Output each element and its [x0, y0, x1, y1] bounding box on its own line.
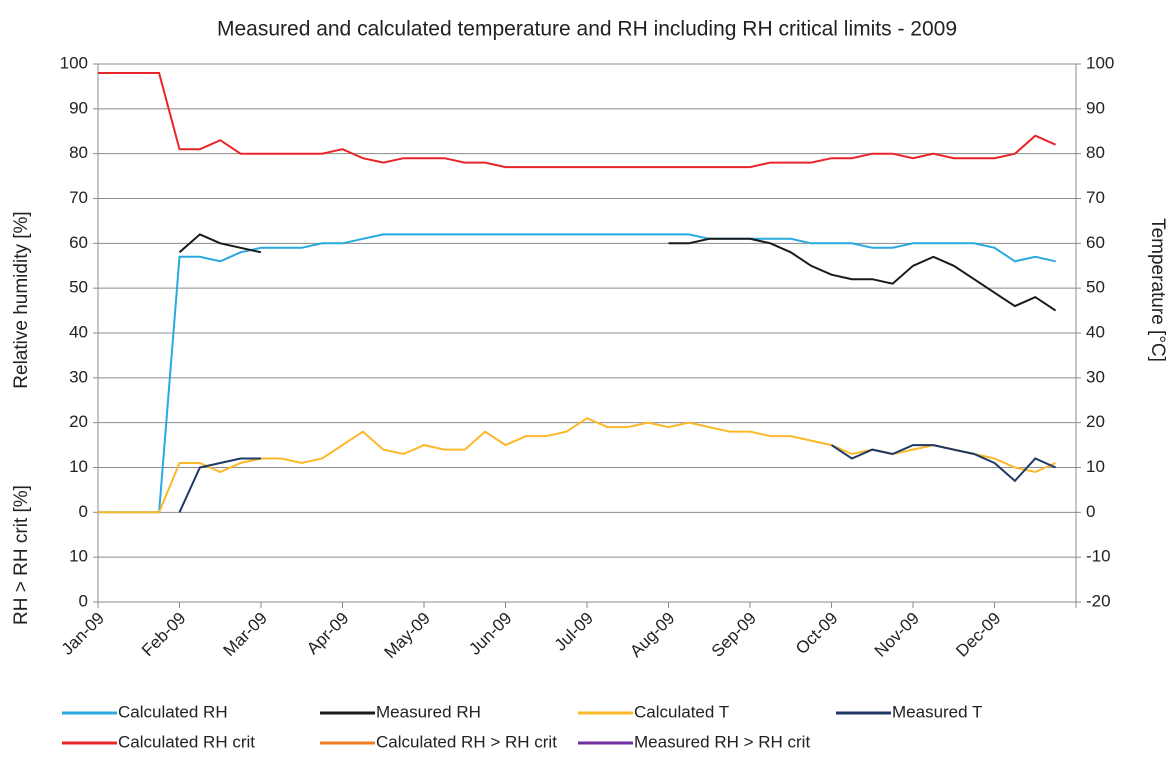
y2-tick-label: 50 — [1086, 278, 1105, 297]
y-tick-label: 100 — [60, 53, 88, 72]
y-axis-title: Relative humidity [%] — [11, 211, 32, 388]
y-tick-label: 0 — [79, 502, 88, 521]
y-tick-label: 10 — [69, 547, 88, 566]
x-tick-label: Mar-09 — [219, 609, 271, 661]
y-tick-label: 20 — [69, 412, 88, 431]
y-tick-label: 40 — [69, 322, 88, 341]
y2-tick-label: -10 — [1086, 547, 1111, 566]
y-tick-label: 70 — [69, 188, 88, 207]
legend-label: Calculated T — [634, 702, 729, 721]
y-tick-label: 0 — [79, 591, 88, 610]
y2-tick-label: 90 — [1086, 98, 1105, 117]
y-tick-label: 80 — [69, 143, 88, 162]
y2-tick-label: 70 — [1086, 188, 1105, 207]
y-tick-label: 10 — [69, 457, 88, 476]
y2-tick-label: 30 — [1086, 367, 1105, 386]
x-tick-label: Jun-09 — [465, 609, 515, 659]
y-tick-label: 90 — [69, 98, 88, 117]
y-tick-label: 50 — [69, 278, 88, 297]
legend-label: Calculated RH > RH crit — [376, 732, 557, 751]
series-line — [98, 233, 1056, 514]
chart-title: Measured and calculated temperature and … — [217, 18, 957, 41]
y2-tick-label: 100 — [1086, 53, 1114, 72]
series-line — [178, 233, 1057, 312]
x-tick-label: Jan-09 — [58, 609, 108, 659]
x-tick-label: Sep-09 — [708, 609, 760, 661]
x-tick-label: Aug-09 — [626, 609, 678, 661]
y2-tick-label: 40 — [1086, 322, 1105, 341]
legend-label: Calculated RH — [118, 702, 228, 721]
x-tick-label: Jul-09 — [551, 609, 597, 655]
x-tick-label: Apr-09 — [303, 609, 353, 659]
y-tick-label: 30 — [69, 367, 88, 386]
y2-tick-label: 20 — [1086, 412, 1105, 431]
legend-label: Measured RH — [376, 702, 481, 721]
legend-label: Measured T — [892, 702, 982, 721]
y2-axis-title: Temperature [°C] — [1147, 218, 1168, 362]
y-axis-title-lower: RH > RH crit [%] — [11, 485, 32, 625]
legend-label: Measured RH > RH crit — [634, 732, 810, 751]
legend-label: Calculated RH crit — [118, 732, 255, 751]
series-line — [178, 444, 1057, 513]
x-tick-label: Feb-09 — [138, 609, 190, 661]
y2-tick-label: 10 — [1086, 457, 1105, 476]
y2-tick-label: 0 — [1086, 502, 1095, 521]
x-tick-label: Oct-09 — [792, 609, 842, 659]
x-tick-label: Dec-09 — [952, 609, 1004, 661]
x-tick-label: May-09 — [380, 609, 434, 663]
series-line — [98, 417, 1057, 514]
y2-tick-label: 60 — [1086, 233, 1105, 252]
series-line — [98, 72, 1057, 169]
y-tick-label: 60 — [69, 233, 88, 252]
y2-tick-label: 80 — [1086, 143, 1105, 162]
x-tick-label: Nov-09 — [871, 609, 923, 661]
y2-tick-label: -20 — [1086, 591, 1111, 610]
